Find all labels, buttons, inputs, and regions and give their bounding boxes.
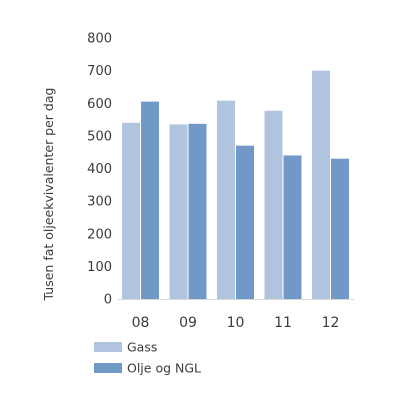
y-tick-label: 300 (87, 195, 112, 210)
bar-gass-10 (217, 100, 235, 299)
bar-olje-og-ngl-11 (283, 155, 302, 299)
legend-swatch (94, 363, 122, 373)
legend-swatch (94, 342, 122, 352)
bar-gass-11 (264, 110, 283, 299)
bar-gass-12 (312, 70, 330, 299)
x-tick-label: 09 (179, 315, 197, 331)
bars (122, 70, 349, 300)
x-axis: 08 09 10 11 12 (118, 299, 354, 331)
y-tick-label: 0 (104, 293, 112, 308)
bar-olje-og-ngl-10 (236, 145, 254, 299)
legend-label: Gass (127, 340, 157, 355)
bar-gass-08 (122, 122, 140, 299)
y-tick-label: 800 (87, 32, 112, 47)
x-tick-label: 08 (132, 315, 150, 331)
y-tick-label: 200 (87, 227, 112, 242)
y-tick-label: 400 (87, 162, 112, 177)
legend: Gass Olje og NGL (94, 340, 201, 376)
y-axis: 0 100 200 300 400 500 600 700 800 (87, 32, 112, 308)
y-tick-label: 500 (87, 129, 112, 144)
x-tick-label: 10 (227, 315, 245, 331)
x-tick-label: 11 (274, 315, 292, 331)
y-axis-label: Tusen fat oljeekvivalenter per dag (41, 88, 56, 302)
y-tick-label: 600 (87, 97, 112, 112)
y-tick-label: 100 (87, 260, 112, 275)
y-tick-label: 700 (87, 64, 112, 79)
x-tick-label: 12 (322, 315, 340, 331)
bar-olje-og-ngl-12 (331, 158, 349, 299)
bar-olje-og-ngl-09 (188, 123, 207, 300)
bar-gass-09 (169, 124, 188, 299)
bar-olje-og-ngl-08 (141, 101, 159, 300)
legend-label: Olje og NGL (127, 361, 201, 376)
